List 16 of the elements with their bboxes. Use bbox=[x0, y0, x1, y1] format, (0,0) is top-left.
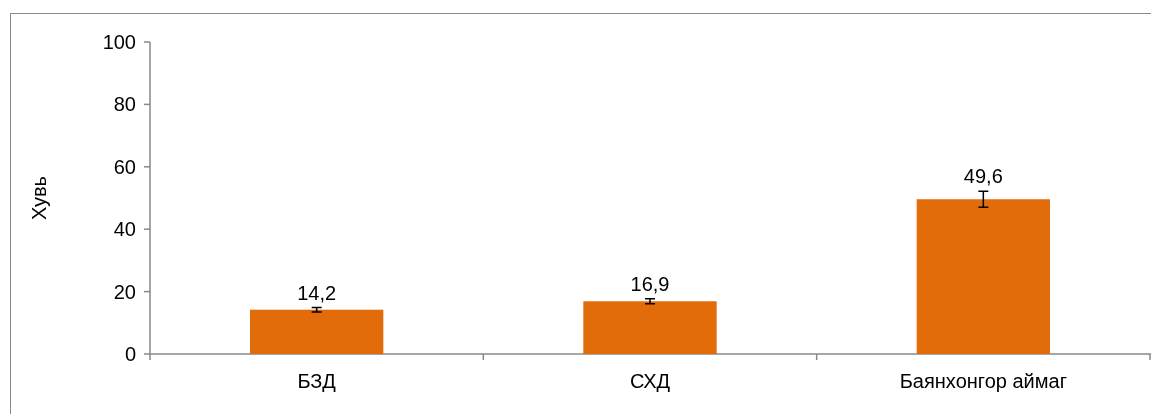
y-tick-label: 0 bbox=[124, 343, 136, 365]
bar bbox=[916, 199, 1050, 354]
y-tick-label: 20 bbox=[113, 280, 136, 303]
x-tick-label: БЗД bbox=[297, 370, 337, 392]
x-tick-label: СХД bbox=[629, 370, 671, 392]
data-label: 14,2 bbox=[297, 281, 337, 304]
y-tick-label: 40 bbox=[113, 218, 136, 241]
y-tick-label: 100 bbox=[102, 31, 136, 53]
x-tick-label: Баянхонгор аймаг bbox=[899, 370, 1067, 392]
data-label: 49,6 bbox=[963, 165, 1003, 188]
bar bbox=[583, 301, 717, 354]
y-tick-label: 60 bbox=[113, 155, 136, 178]
data-label: 16,9 bbox=[630, 272, 670, 295]
bar bbox=[250, 309, 384, 354]
y-tick-label: 80 bbox=[113, 93, 136, 116]
y-axis-title: Хувь bbox=[28, 176, 50, 220]
